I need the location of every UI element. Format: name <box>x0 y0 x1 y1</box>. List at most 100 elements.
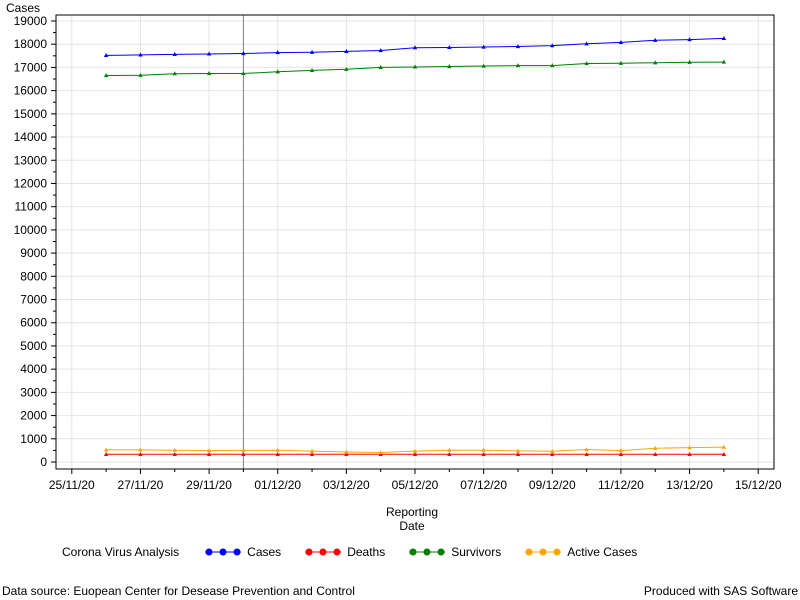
y-tick-label: 19000 <box>14 14 48 28</box>
x-tick-label: 07/12/20 <box>460 478 507 492</box>
data-source-note: Data source: Euopean Center for Desease … <box>2 584 355 598</box>
data-point-active-cases <box>206 448 212 453</box>
data-point-active-cases <box>344 449 349 454</box>
data-point-deaths <box>653 451 658 456</box>
grid-lines <box>56 15 774 469</box>
data-point-survivors <box>241 71 246 76</box>
legend-label-deaths: Deaths <box>347 545 386 559</box>
series-survivors <box>103 59 727 78</box>
data-point-survivors <box>550 63 555 68</box>
y-axis-title: Cases <box>6 1 40 15</box>
data-point-cases <box>515 44 521 49</box>
data-point-cases <box>309 49 315 54</box>
legend-label-active-cases: Active Cases <box>567 545 638 559</box>
series-layer <box>103 36 727 456</box>
y-tick-label: 15000 <box>14 107 48 121</box>
data-point-active-cases <box>103 447 109 452</box>
data-point-deaths <box>447 451 452 456</box>
data-point-survivors <box>687 59 692 64</box>
data-point-survivors <box>515 63 521 68</box>
data-point-cases <box>172 52 177 57</box>
legend-title: Corona Virus Analysis <box>62 545 180 559</box>
legend-swatch-cases <box>205 548 242 556</box>
data-point-deaths <box>344 451 349 456</box>
data-point-deaths <box>172 451 177 456</box>
x-tick-label: 11/12/20 <box>598 478 644 492</box>
series-active-cases <box>103 444 727 455</box>
line-chart: 0 1000 2000 3000 4000 5000 6000 7000 8000 9000 100… <box>6 1 782 533</box>
x-tick-label: 29/11/20 <box>186 478 232 492</box>
data-point-deaths <box>515 451 521 456</box>
legend-swatch-active-cases <box>525 548 562 556</box>
y-tick-label: 12000 <box>14 176 48 190</box>
x-tick-label: 01/12/20 <box>254 478 301 492</box>
x-tick-label: 25/11/20 <box>49 478 95 492</box>
data-point-cases <box>618 39 624 44</box>
legend-item-deaths: Deaths <box>305 545 385 559</box>
y-tick-label: 6000 <box>20 316 47 330</box>
x-tick-label: 13/12/20 <box>666 478 713 492</box>
data-point-deaths <box>550 451 555 456</box>
data-point-active-cases <box>447 447 452 452</box>
x-tick-label: 05/12/20 <box>392 478 439 492</box>
data-point-cases <box>447 45 452 50</box>
data-point-deaths <box>241 451 246 456</box>
x-tick-label: 03/12/20 <box>323 478 370 492</box>
data-point-survivors <box>103 73 109 78</box>
x-axis-title-line2: Date <box>399 519 425 533</box>
y-tick-label: 3000 <box>20 385 47 399</box>
data-point-active-cases <box>721 444 727 449</box>
y-tick-label: 14000 <box>14 130 48 144</box>
data-point-deaths <box>309 451 315 456</box>
data-point-cases <box>550 43 555 48</box>
y-tick-label: 1000 <box>20 432 47 446</box>
data-point-active-cases <box>653 445 658 450</box>
data-point-cases <box>103 52 109 57</box>
axis-layer: 0 1000 2000 3000 4000 5000 6000 7000 8000 9000 100… <box>14 14 782 492</box>
data-point-cases <box>481 44 486 49</box>
data-point-cases <box>378 48 383 53</box>
legend-label-cases: Cases <box>247 545 282 559</box>
y-tick-label: 16000 <box>14 84 48 98</box>
y-tick-label: 4000 <box>20 362 47 376</box>
data-point-cases <box>206 51 212 56</box>
data-point-active-cases <box>481 447 486 452</box>
y-tick-label: 13000 <box>14 153 48 167</box>
y-tick-label: 8000 <box>20 269 47 283</box>
data-point-cases <box>721 36 727 41</box>
data-point-active-cases <box>138 447 143 452</box>
data-point-survivors <box>618 60 624 65</box>
data-point-cases <box>687 37 692 42</box>
data-point-survivors <box>721 59 727 64</box>
legend-item-cases: Cases <box>205 545 281 559</box>
y-tick-label: 17000 <box>14 60 48 74</box>
legend-swatch-deaths <box>305 548 342 556</box>
y-tick-label: 18000 <box>14 37 48 51</box>
x-tick-label: 09/12/20 <box>529 478 576 492</box>
data-point-survivors <box>378 65 383 70</box>
data-point-deaths <box>138 451 143 456</box>
y-tick-label: 5000 <box>20 339 47 353</box>
data-point-deaths <box>275 451 280 456</box>
data-point-survivors <box>447 64 452 69</box>
data-point-cases <box>241 51 246 56</box>
legend-item-survivors: Survivors <box>409 545 501 559</box>
data-point-deaths <box>618 451 624 456</box>
data-point-cases <box>275 50 280 55</box>
legend-item-active-cases: Active Cases <box>525 545 637 559</box>
data-point-survivors <box>275 69 280 74</box>
data-point-survivors <box>172 71 177 76</box>
data-point-survivors <box>481 63 486 68</box>
data-point-deaths <box>721 451 727 456</box>
data-point-survivors <box>584 61 589 66</box>
data-point-deaths <box>584 451 589 456</box>
y-tick-label: 10000 <box>14 223 48 237</box>
y-tick-label: 11000 <box>15 200 48 214</box>
y-tick-label: 2000 <box>20 409 47 423</box>
y-tick-label: 9000 <box>20 246 47 260</box>
legend-label-survivors: Survivors <box>451 545 502 559</box>
data-point-survivors <box>653 60 658 65</box>
data-point-survivors <box>309 68 315 73</box>
data-point-active-cases <box>687 445 692 450</box>
data-point-deaths <box>481 451 486 456</box>
